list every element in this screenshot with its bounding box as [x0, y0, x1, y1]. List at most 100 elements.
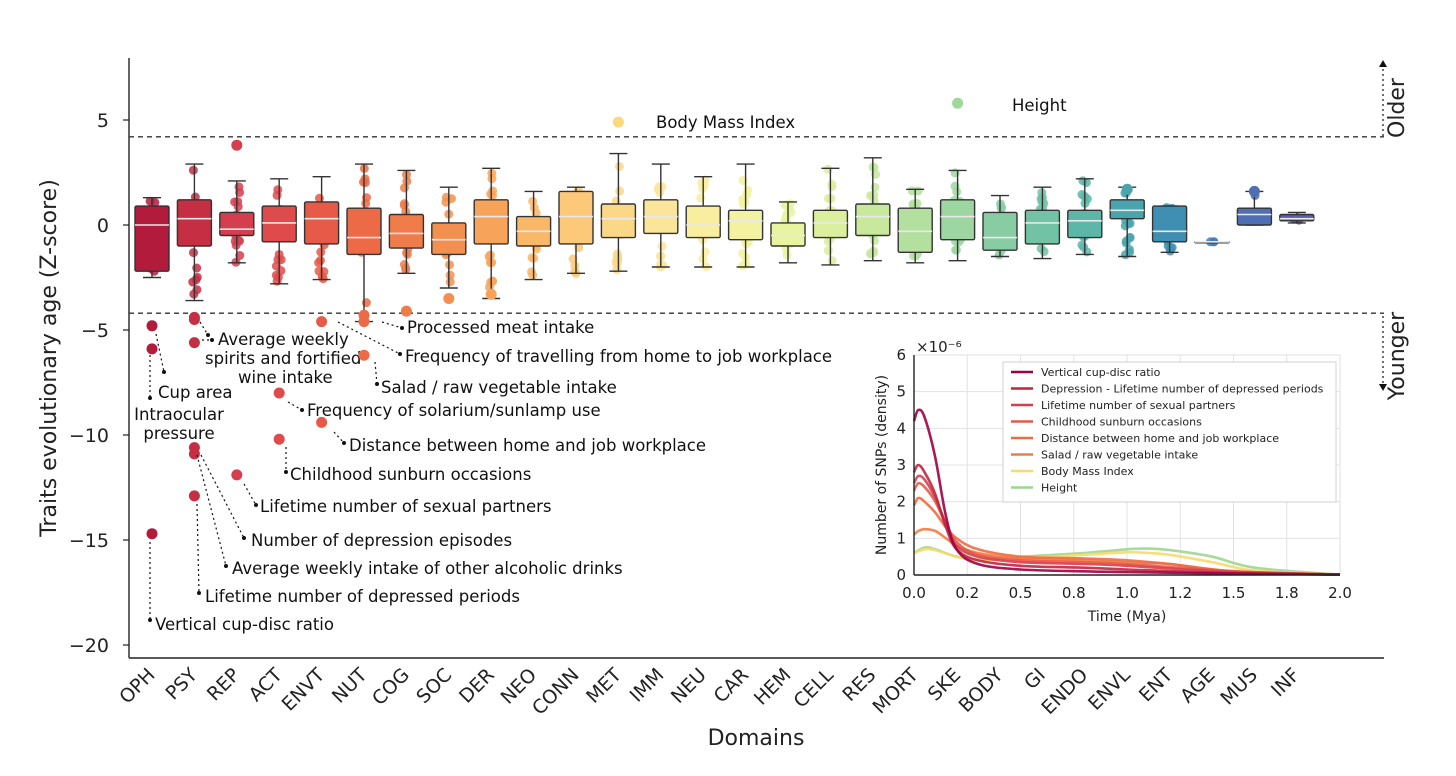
- iqr-box: [473, 199, 509, 245]
- iqr-box: [558, 190, 594, 245]
- annotated-point: [273, 387, 285, 399]
- data-point: [192, 263, 202, 273]
- data-point: [827, 256, 837, 266]
- data-point: [823, 194, 833, 204]
- data-point: [823, 246, 833, 256]
- category-label: ENDO: [1037, 664, 1092, 719]
- annotation-leader: [196, 503, 200, 594]
- annotation-label: Vertical cup-disc ratio: [155, 615, 334, 634]
- category-label: COG: [368, 664, 414, 710]
- older-arrow: [1379, 60, 1387, 136]
- leader-end: [206, 333, 210, 337]
- density-curve: [912, 408, 1341, 576]
- inset-y-tick-label: 2: [896, 493, 906, 511]
- data-point: [781, 211, 791, 221]
- iqr-box: [346, 207, 382, 256]
- box-neu: [685, 175, 721, 272]
- annotated-point: [188, 448, 200, 460]
- annotation-label: pressure: [143, 424, 214, 443]
- data-point: [655, 187, 665, 197]
- annotation-label: Frequency of travelling from home to job…: [405, 347, 832, 366]
- box-psy: [176, 163, 213, 302]
- inset-y-tick-label: 5: [896, 383, 906, 401]
- annotation-label: Processed meat intake: [407, 318, 594, 337]
- box-res: [855, 157, 891, 262]
- leader-end: [162, 370, 166, 374]
- y-tick-label: 0: [97, 215, 109, 237]
- leader-end: [224, 564, 228, 568]
- annotated-point: [188, 490, 200, 502]
- iqr-box: [1151, 205, 1188, 243]
- data-point: [273, 272, 283, 282]
- annotated-point: [146, 528, 158, 540]
- category-label: INF: [1267, 664, 1304, 701]
- annotated-point: [146, 320, 158, 332]
- inset-x-tick-label: 0.8: [1062, 584, 1086, 602]
- outlier-point: [485, 288, 497, 300]
- annotated-point: [146, 343, 158, 355]
- inset-x-tick-label: 1.2: [1168, 584, 1192, 602]
- box-imm: [643, 163, 679, 272]
- annotation-label: Childhood sunburn occasions: [290, 465, 531, 484]
- annotation-label: Body Mass Index: [656, 113, 795, 132]
- y-tick-label: −15: [69, 530, 109, 552]
- data-point: [316, 247, 326, 257]
- data-point: [658, 260, 668, 270]
- data-point: [1121, 238, 1131, 248]
- data-point: [568, 254, 578, 264]
- data-point: [1079, 242, 1089, 252]
- y-tick-label: −20: [69, 635, 109, 657]
- legend-label: Salad / raw vegetable intake: [1041, 449, 1198, 462]
- data-point: [614, 161, 624, 171]
- density-curve: [912, 463, 1341, 576]
- inset-density-plot: 0 1 2 3 4 5 6 0.0 0.2 0.5 0.8 1.0 1.2 1.5 1.8 2.0 ×10⁻⁶ T…: [874, 338, 1352, 625]
- box-envl: [1109, 186, 1145, 260]
- iqr-box: [1067, 209, 1103, 239]
- data-point: [951, 245, 961, 255]
- annotated-point: [358, 316, 370, 328]
- iqr-box: [1279, 213, 1315, 222]
- data-point: [399, 199, 409, 209]
- iqr-box: [388, 213, 425, 249]
- younger-label: Younger: [1385, 311, 1410, 401]
- data-point: [361, 298, 371, 308]
- annotation-label: Average weekly: [218, 330, 349, 349]
- annotated-point: [188, 337, 200, 349]
- box-soc: [431, 186, 467, 289]
- category-label: CONN: [528, 664, 584, 720]
- iqr-box: [600, 203, 637, 239]
- outlier-point: [1121, 183, 1133, 195]
- inset-x-tick-label: 0.2: [955, 584, 979, 602]
- legend-label: Lifetime number of sexual partners: [1041, 399, 1236, 412]
- iqr-box: [1024, 209, 1061, 245]
- inset-x-tick-label: 0.5: [1009, 584, 1033, 602]
- y-tick-label: −10: [69, 425, 109, 447]
- annotation-label: wine intake: [238, 368, 333, 387]
- y-axis-title: Traits evolutionary age (Z-score): [37, 179, 62, 538]
- box-der: [473, 167, 509, 300]
- category-label: NUT: [328, 664, 372, 708]
- legend-label: Body Mass Index: [1041, 465, 1134, 478]
- inset-y-tick-label: 3: [896, 456, 906, 474]
- category-label: MORT: [868, 664, 923, 719]
- data-point: [315, 255, 325, 265]
- data-point: [823, 164, 833, 174]
- annotation-leader: [381, 321, 403, 329]
- annotation-leader: [200, 454, 245, 539]
- category-label: PSY: [162, 664, 203, 705]
- box-oph: [134, 196, 170, 279]
- box-gi: [1024, 186, 1061, 260]
- data-point: [870, 182, 880, 192]
- iqr-box: [1236, 207, 1273, 226]
- leader-end: [148, 618, 152, 622]
- leader-end: [197, 591, 201, 595]
- density-curve: [912, 481, 1341, 576]
- data-point: [445, 270, 455, 280]
- annotation-leader: [337, 321, 401, 355]
- data-point: [1039, 247, 1049, 257]
- inset-x-tick-label: 1.8: [1275, 584, 1299, 602]
- category-label: ENVT: [278, 664, 330, 716]
- data-point: [360, 178, 370, 188]
- annotated-point: [952, 97, 964, 109]
